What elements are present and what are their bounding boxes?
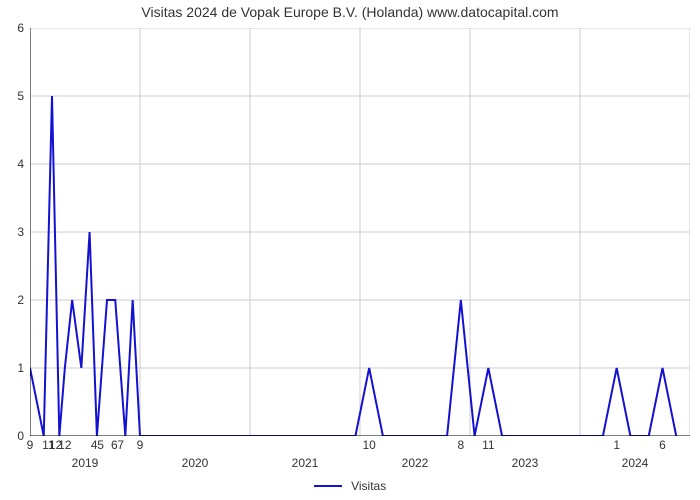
legend-swatch (314, 485, 342, 487)
x-tick-label: 10 (362, 438, 375, 452)
y-tick-label: 2 (17, 293, 24, 307)
chart-title: Visitas 2024 de Vopak Europe B.V. (Holan… (0, 4, 700, 20)
x-tick-label: 1 (613, 438, 620, 452)
series-line (30, 96, 676, 436)
x-tick-label: 5 (97, 438, 104, 452)
x-year-label: 2021 (292, 456, 319, 470)
y-tick-label: 5 (17, 89, 24, 103)
x-year-label: 2020 (182, 456, 209, 470)
plot-area: 0123456911121245679108111620192020202120… (30, 28, 690, 436)
x-tick-label: 6 (659, 438, 666, 452)
plot-svg (30, 28, 690, 436)
legend-label: Visitas (351, 479, 386, 493)
y-tick-label: 6 (17, 21, 24, 35)
y-tick-label: 1 (17, 361, 24, 375)
x-tick-label: 12 (58, 438, 71, 452)
legend: Visitas (0, 478, 700, 493)
y-tick-label: 0 (17, 429, 24, 443)
x-year-label: 2023 (512, 456, 539, 470)
x-tick-label: 11 (482, 438, 494, 452)
chart-container: Visitas 2024 de Vopak Europe B.V. (Holan… (0, 0, 700, 500)
y-tick-label: 3 (17, 225, 24, 239)
x-tick-label: 7 (117, 438, 124, 452)
x-year-label: 2024 (622, 456, 649, 470)
x-year-label: 2022 (402, 456, 429, 470)
y-tick-label: 4 (17, 157, 24, 171)
x-tick-label: 9 (137, 438, 144, 452)
x-year-label: 2019 (72, 456, 99, 470)
x-tick-label: 8 (457, 438, 464, 452)
x-tick-label: 9 (27, 438, 34, 452)
